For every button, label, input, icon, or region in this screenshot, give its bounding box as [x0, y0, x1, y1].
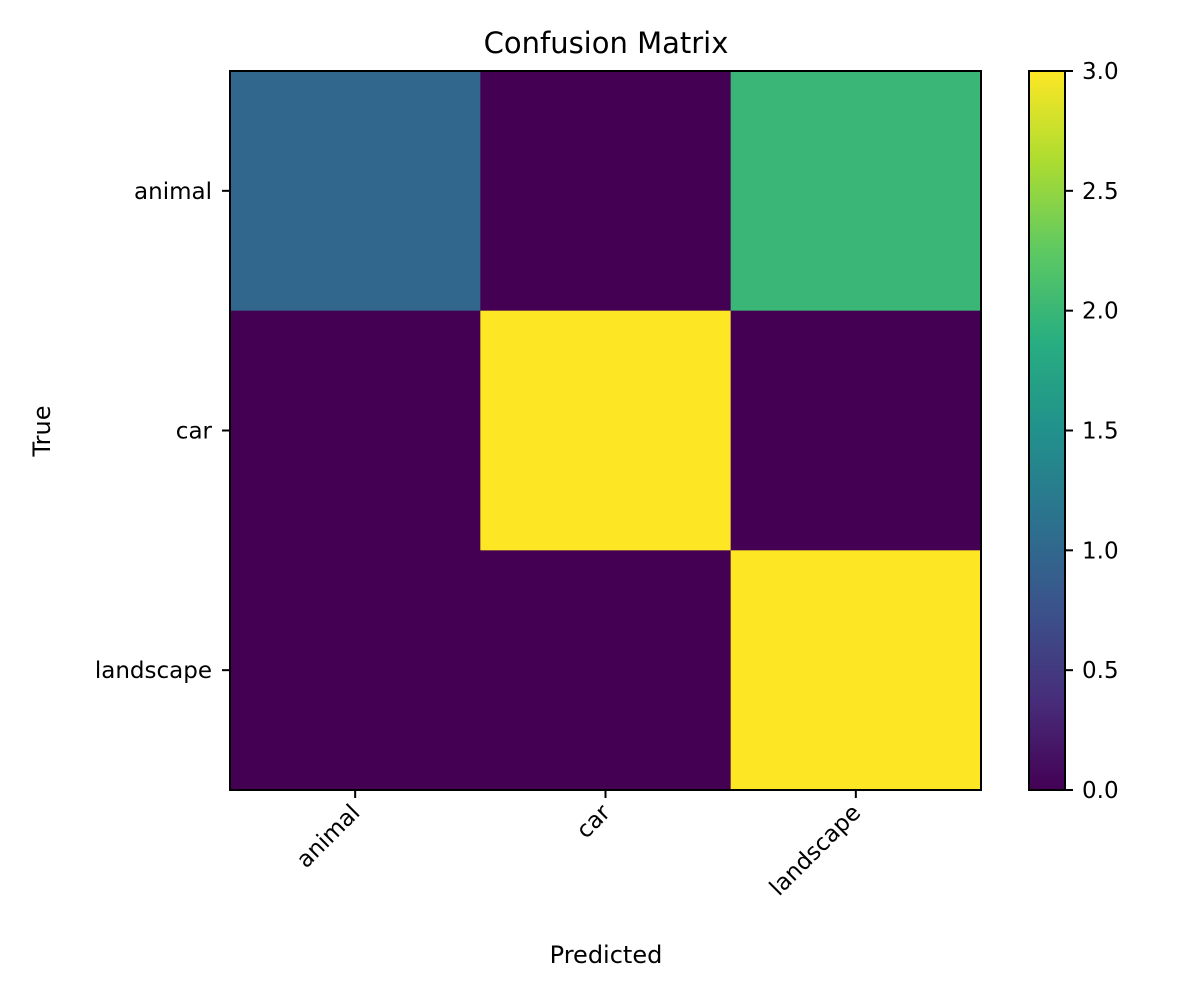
x-tick-label: animal: [292, 800, 366, 874]
colorbar-tick-label: 2.0: [1082, 299, 1119, 325]
colorbar-tick-label: 3.0: [1082, 59, 1119, 85]
heatmap-cell: [730, 310, 982, 551]
x-axis-label: Predicted: [550, 941, 663, 969]
x-tick-label: car: [572, 799, 616, 843]
heatmap-cell: [230, 71, 481, 312]
heatmap-cell: [730, 71, 982, 312]
colorbar: [1028, 70, 1066, 791]
heatmap-cell: [480, 310, 732, 551]
y-axis-ticks: animal car landscape: [95, 179, 230, 684]
colorbar-tick-label: 1.0: [1082, 538, 1119, 564]
y-tick-label: car: [176, 419, 213, 445]
colorbar-tick-label: 1.5: [1082, 419, 1119, 445]
heatmap-cells: [230, 71, 982, 791]
y-axis-label: True: [28, 406, 56, 458]
x-tick-label: landscape: [765, 800, 866, 901]
heatmap-cell: [730, 550, 982, 791]
y-tick-label: landscape: [95, 658, 212, 684]
colorbar-tick-label: 0.0: [1082, 778, 1119, 804]
heatmap-cell: [230, 550, 481, 791]
heatmap-cell: [230, 310, 481, 551]
heatmap-cell: [480, 71, 732, 312]
colorbar-ticks: 0.0 0.5 1.0 1.5 2.0 2.5 3.0: [1065, 59, 1119, 804]
colorbar-tick-label: 0.5: [1082, 658, 1119, 684]
x-axis-ticks: animal car landscape: [292, 790, 866, 901]
colorbar-tick-label: 2.5: [1082, 179, 1119, 205]
y-tick-label: animal: [134, 179, 212, 205]
heatmap-cell: [480, 550, 732, 791]
chart-title: Confusion Matrix: [484, 26, 729, 60]
